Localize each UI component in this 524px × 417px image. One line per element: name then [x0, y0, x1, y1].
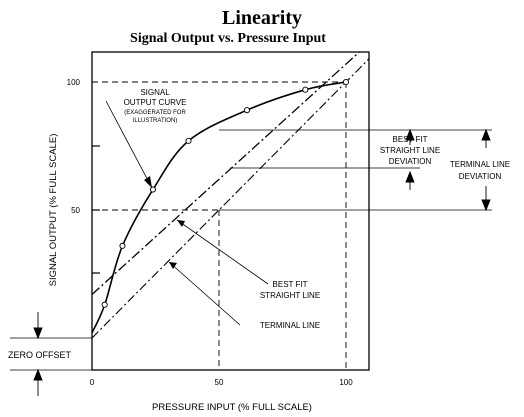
signal-output-curve [91, 81, 347, 334]
signal-curve-note-line2: ILLUSTRATION) [133, 118, 178, 124]
curve-point [302, 86, 309, 93]
diagram-title: Linearity [222, 7, 302, 29]
best-fit-deviation-line2: STRAIGHT LINE [380, 146, 440, 155]
signal-curve-note-line1: (EXAGGERATED FOR [124, 110, 186, 116]
signal-curve-label-line2: OUTPUT CURVE [124, 98, 187, 107]
curve-point [119, 242, 126, 249]
terminal-line [91, 58, 370, 339]
deviation-arrows [33, 128, 491, 396]
terminal-line-label: TERMINAL LINE [260, 321, 320, 330]
x-tick-50: 50 [215, 378, 224, 387]
deviation-reference-lines [10, 129, 492, 371]
x-axis-label: PRESSURE INPUT (% FULL SCALE) [152, 402, 312, 413]
curve-point [185, 137, 192, 144]
best-fit-deviation-label: BEST FIT STRAIGHT LINE DEVIATION [380, 135, 440, 166]
best-fit-straight-line [91, 51, 360, 295]
curve-point [342, 78, 350, 86]
leader-arrowheads [144, 176, 185, 269]
signal-curve-label: SIGNAL OUTPUT CURVE (EXAGGERATED FOR ILL… [124, 88, 187, 124]
terminal-deviation-line2: DEVIATION [459, 172, 502, 181]
best-fit-line-label: BEST FIT STRAIGHT LINE [260, 280, 320, 300]
best-fit-line-label-line2: STRAIGHT LINE [260, 291, 320, 300]
best-fit-deviation-line1: BEST FIT [393, 135, 428, 144]
terminal-deviation-line1: TERMINAL LINE [450, 160, 510, 169]
guide-lines [92, 81, 347, 370]
x-tick-100: 100 [339, 378, 353, 387]
leader-lines [105, 100, 269, 326]
y-tick-50: 50 [71, 206, 80, 215]
curve-point [149, 186, 157, 193]
best-fit-line-label-line1: BEST FIT [273, 280, 308, 289]
curve-points [101, 78, 350, 308]
y-tick-100: 100 [67, 78, 81, 87]
terminal-deviation-label: TERMINAL LINE DEVIATION [450, 160, 510, 181]
curve-point [101, 301, 108, 308]
diagram-subtitle: Signal Output vs. Pressure Input [130, 31, 326, 46]
y-tick-marks [92, 145, 100, 274]
plot-frame [91, 51, 370, 371]
y-axis-label: SIGNAL OUTPUT (% FULL SCALE) [48, 134, 59, 287]
best-fit-deviation-line3: DEVIATION [389, 157, 432, 166]
zero-offset-label: ZERO OFFSET [8, 350, 72, 360]
x-tick-0: 0 [90, 378, 95, 387]
curve-point [243, 107, 250, 114]
signal-curve-label-line1: SIGNAL [140, 88, 170, 97]
